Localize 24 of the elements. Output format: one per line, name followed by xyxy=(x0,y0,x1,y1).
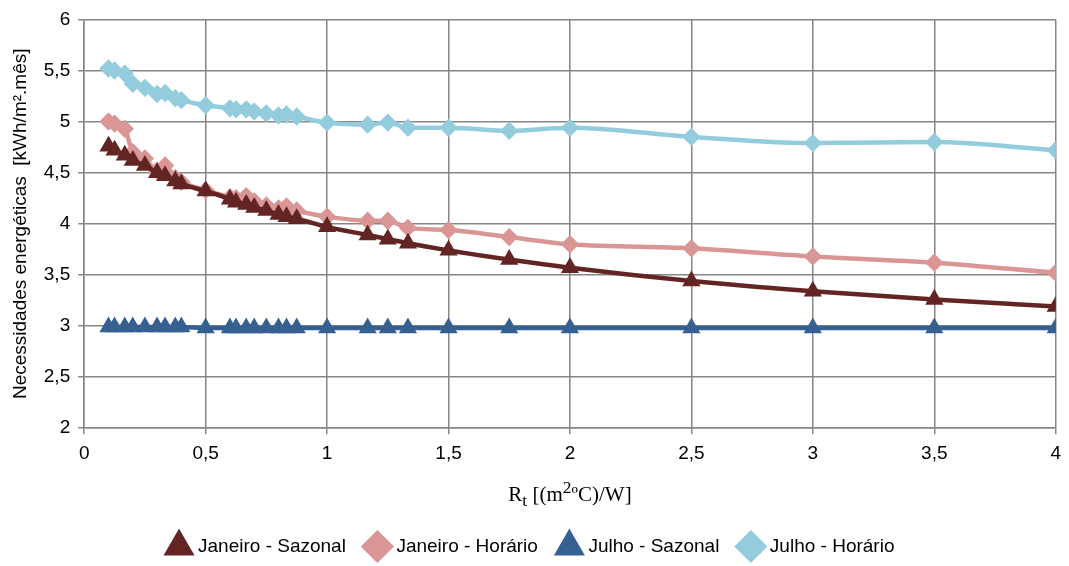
x-tick-label: 3,5 xyxy=(921,441,948,463)
y-axis-title: Necessidades energéticas [kWh/m².mês] xyxy=(8,48,30,400)
y-tick-label: 2,5 xyxy=(43,365,71,387)
y-tick-label: 6 xyxy=(59,7,71,29)
legend-label: Janeiro - Horário xyxy=(396,534,538,556)
y-tick-label: 5 xyxy=(59,109,71,131)
y-tick-label: 4,5 xyxy=(43,160,71,182)
legend-label: Julho - Sazonal xyxy=(588,534,720,556)
x-tick-label: 3 xyxy=(807,441,819,463)
y-tick-label: 4 xyxy=(59,212,71,234)
x-tick-label: 4 xyxy=(1050,441,1062,463)
y-tick-label: 3,5 xyxy=(43,263,71,285)
x-axis-title: R$_{t}$ [(m$^{2}$ºC)/W] xyxy=(508,477,632,512)
y-tick-label: 2 xyxy=(59,416,71,438)
legend-label: Julho - Horário xyxy=(769,534,895,556)
y-tick-label: 3 xyxy=(59,314,71,336)
x-tick-label: 2,5 xyxy=(678,441,705,463)
x-tick-label: 1 xyxy=(321,441,333,463)
y-tick-label: 5,5 xyxy=(43,58,71,80)
x-tick-label: 0,5 xyxy=(192,441,219,463)
x-tick-label: 1,5 xyxy=(435,441,462,463)
x-tick-label: 2 xyxy=(564,441,576,463)
legend-label: Janeiro - Sazonal xyxy=(198,534,346,556)
x-tick-label: 0 xyxy=(78,441,90,463)
